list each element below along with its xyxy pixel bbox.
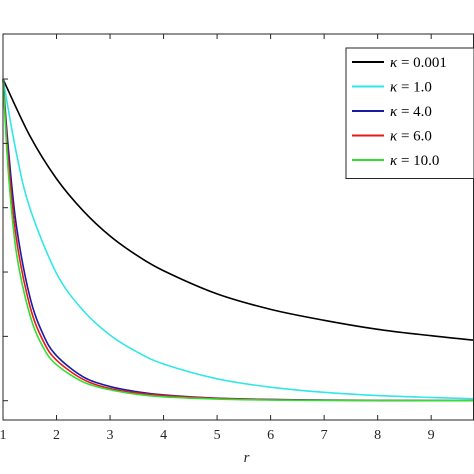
- x-tick-label: 3: [107, 428, 114, 443]
- x-tick-label: 2: [53, 428, 60, 443]
- x-tick-label: 5: [214, 428, 221, 443]
- x-tick-label: 1: [0, 428, 7, 443]
- legend-label-3: κ = 4.0: [390, 104, 432, 120]
- x-tick-label: 6: [267, 428, 274, 443]
- series-line-5: [2, 78, 474, 402]
- x-axis-label: r: [244, 450, 250, 466]
- x-tick-label: 8: [374, 428, 381, 443]
- legend: κ = 0.001 κ = 1.0 κ = 4.0 κ = 6.0 κ = 10.0: [345, 47, 474, 179]
- x-tick-label: 9: [428, 428, 435, 443]
- series-line-2: [2, 78, 474, 400]
- x-tick-label: 4: [160, 428, 167, 443]
- legend-label-4: κ = 6.0: [390, 129, 432, 145]
- legend-label-5: κ = 10.0: [390, 153, 439, 169]
- legend-label-2: κ = 1.0: [390, 80, 432, 96]
- x-tick-label: 7: [321, 428, 328, 443]
- series-line-1: [2, 78, 474, 342]
- series-layer: [2, 78, 474, 402]
- legend-box: [345, 47, 474, 179]
- legend-label-1: κ = 0.001: [390, 55, 447, 71]
